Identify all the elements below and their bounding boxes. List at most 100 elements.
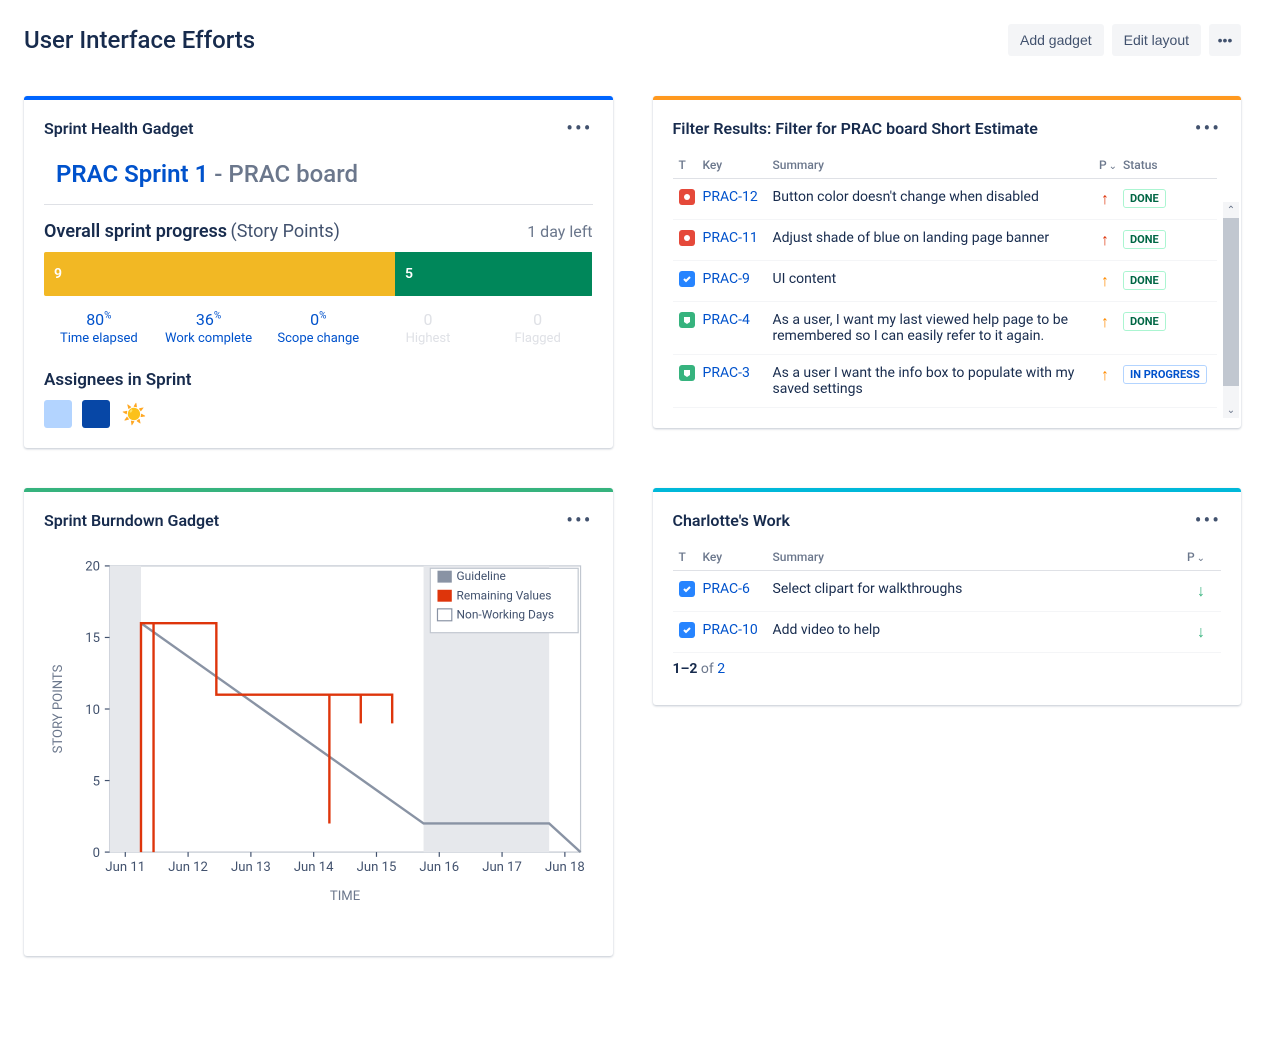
svg-text:0: 0 bbox=[93, 846, 100, 861]
table-row[interactable]: PRAC-12 Button color doesn't change when… bbox=[673, 179, 1218, 220]
column-header-summary[interactable]: Summary bbox=[767, 544, 1182, 571]
metric-value: 0 bbox=[373, 310, 483, 329]
page-title: User Interface Efforts bbox=[24, 26, 255, 54]
bug-icon bbox=[679, 189, 695, 205]
sort-caret-icon: ⌄ bbox=[1197, 553, 1205, 564]
filter-results-gadget: Filter Results: Filter for PRAC board Sh… bbox=[653, 96, 1242, 428]
issue-summary: As a user I want the info box to populat… bbox=[773, 365, 1075, 397]
svg-text:Jun 13: Jun 13 bbox=[231, 860, 271, 875]
add-gadget-button[interactable]: Add gadget bbox=[1008, 24, 1104, 56]
metric: 36%Work complete bbox=[154, 310, 264, 346]
issue-key-link[interactable]: PRAC-6 bbox=[703, 581, 750, 597]
avatar[interactable] bbox=[44, 400, 72, 428]
issue-key-link[interactable]: PRAC-12 bbox=[703, 189, 758, 205]
priority-up-icon: ↑ bbox=[1101, 312, 1109, 331]
table-row[interactable]: PRAC-9 UI content ↑ DONE bbox=[673, 261, 1218, 302]
issue-key-link[interactable]: PRAC-11 bbox=[703, 230, 758, 246]
gadget-more-button[interactable]: ••• bbox=[1195, 508, 1221, 532]
progress-segment: 9 bbox=[44, 252, 395, 296]
more-actions-button[interactable]: ••• bbox=[1209, 24, 1241, 56]
task-icon bbox=[679, 622, 695, 638]
table-row[interactable]: PRAC-4 As a user, I want my last viewed … bbox=[673, 302, 1218, 355]
column-header-key[interactable]: Key bbox=[697, 544, 767, 571]
svg-text:Remaining Values: Remaining Values bbox=[457, 588, 552, 602]
charlottes-work-table: T Key Summary P⌄ PRAC-6 Select clipart f… bbox=[673, 544, 1222, 653]
svg-text:10: 10 bbox=[85, 703, 100, 718]
svg-text:15: 15 bbox=[85, 631, 100, 646]
gadget-more-button[interactable]: ••• bbox=[566, 116, 592, 140]
column-header-status[interactable]: Status bbox=[1117, 152, 1217, 179]
gadget-more-button[interactable]: ••• bbox=[566, 508, 592, 532]
svg-text:Jun 17: Jun 17 bbox=[482, 860, 522, 875]
metric-value: 0 bbox=[483, 310, 593, 329]
table-row[interactable]: PRAC-11 Adjust shade of blue on landing … bbox=[673, 220, 1218, 261]
issue-key-link[interactable]: PRAC-3 bbox=[703, 365, 750, 381]
status-badge: DONE bbox=[1123, 271, 1166, 290]
scroll-thumb[interactable] bbox=[1223, 218, 1239, 386]
filter-results-table: T Key Summary P⌄ Status PRAC-12 Button c… bbox=[673, 152, 1218, 408]
metric-label: Work complete bbox=[154, 331, 264, 346]
table-row[interactable]: PRAC-10 Add video to help ↓ bbox=[673, 612, 1222, 653]
issue-summary: UI content bbox=[773, 271, 837, 287]
priority-down-icon: ↓ bbox=[1197, 581, 1205, 600]
issue-key-link[interactable]: PRAC-4 bbox=[703, 312, 750, 328]
sprint-name-link[interactable]: PRAC Sprint 1 bbox=[56, 160, 208, 188]
gadget-more-button[interactable]: ••• bbox=[1195, 116, 1221, 140]
priority-up-icon: ↑ bbox=[1101, 189, 1109, 208]
metrics-row: 80% Time elapsed36%Work complete0%Scope c… bbox=[44, 310, 593, 346]
avatar[interactable] bbox=[82, 400, 110, 428]
header-actions: Add gadget Edit layout ••• bbox=[1008, 24, 1241, 56]
column-header-summary[interactable]: Summary bbox=[767, 152, 1094, 179]
metric-value: 80% bbox=[44, 310, 154, 329]
scrollbar[interactable]: ⌃ ⌄ bbox=[1223, 202, 1239, 418]
story-icon bbox=[679, 365, 695, 381]
progress-bar: 95 bbox=[44, 252, 593, 296]
issue-summary: Add video to help bbox=[773, 622, 881, 638]
more-icon: ••• bbox=[1218, 32, 1233, 48]
metric: 0Flagged bbox=[483, 310, 593, 346]
priority-up-icon: ↑ bbox=[1101, 230, 1109, 249]
charlottes-work-gadget: Charlotte's Work ••• T Key Summary P⌄ PR… bbox=[653, 488, 1242, 705]
metric: 0 Highest bbox=[373, 310, 483, 346]
metric-label: Highest bbox=[373, 331, 483, 346]
assignees-row: ☀️ bbox=[44, 400, 593, 428]
column-header-priority[interactable]: P⌄ bbox=[1093, 152, 1117, 179]
column-header-key[interactable]: Key bbox=[697, 152, 767, 179]
issue-key-link[interactable]: PRAC-9 bbox=[703, 271, 750, 287]
status-badge: IN PROGRESS bbox=[1123, 365, 1207, 384]
column-header-type[interactable]: T bbox=[673, 152, 697, 179]
pagination-label: 1–2 of 2 bbox=[673, 653, 1222, 685]
svg-text:TIME: TIME bbox=[330, 889, 360, 904]
table-row[interactable]: PRAC-6 Select clipart for walkthroughs ↓ bbox=[673, 571, 1222, 612]
status-badge: DONE bbox=[1123, 230, 1166, 249]
edit-layout-button[interactable]: Edit layout bbox=[1112, 24, 1201, 56]
metric: 80% Time elapsed bbox=[44, 310, 154, 346]
sprint-board-label: - PRAC board bbox=[208, 160, 358, 188]
column-header-priority[interactable]: P⌄ bbox=[1181, 544, 1221, 571]
avatar[interactable]: ☀️ bbox=[120, 400, 148, 428]
metric-label: Scope change bbox=[263, 331, 373, 346]
days-left-label: 1 day left bbox=[527, 222, 592, 241]
task-icon bbox=[679, 581, 695, 597]
table-row[interactable]: PRAC-3 As a user I want the info box to … bbox=[673, 355, 1218, 408]
metric-label: Time elapsed bbox=[44, 331, 154, 346]
svg-text:Jun 18: Jun 18 bbox=[545, 860, 585, 875]
gadget-title: Charlotte's Work bbox=[673, 511, 790, 530]
column-header-type[interactable]: T bbox=[673, 544, 697, 571]
svg-text:Jun 12: Jun 12 bbox=[168, 860, 208, 875]
task-icon bbox=[679, 271, 695, 287]
scroll-up-icon[interactable]: ⌃ bbox=[1223, 202, 1239, 218]
priority-down-icon: ↓ bbox=[1197, 622, 1205, 641]
overall-progress-sublabel: (Story Points) bbox=[231, 221, 340, 242]
sprint-burndown-gadget: Sprint Burndown Gadget ••• 05101520Jun 1… bbox=[24, 488, 613, 956]
metric: 0%Scope change bbox=[263, 310, 373, 346]
svg-text:Jun 11: Jun 11 bbox=[105, 860, 145, 875]
status-badge: DONE bbox=[1123, 312, 1166, 331]
sort-caret-icon: ⌄ bbox=[1109, 161, 1117, 172]
svg-text:STORY POINTS: STORY POINTS bbox=[51, 664, 66, 753]
svg-text:Non-Working Days: Non-Working Days bbox=[457, 607, 554, 621]
scroll-down-icon[interactable]: ⌄ bbox=[1223, 402, 1239, 418]
issue-summary: As a user, I want my last viewed help pa… bbox=[773, 312, 1069, 344]
issue-key-link[interactable]: PRAC-10 bbox=[703, 622, 758, 638]
burndown-chart: 05101520Jun 11Jun 12Jun 13Jun 14Jun 15Ju… bbox=[44, 544, 593, 936]
